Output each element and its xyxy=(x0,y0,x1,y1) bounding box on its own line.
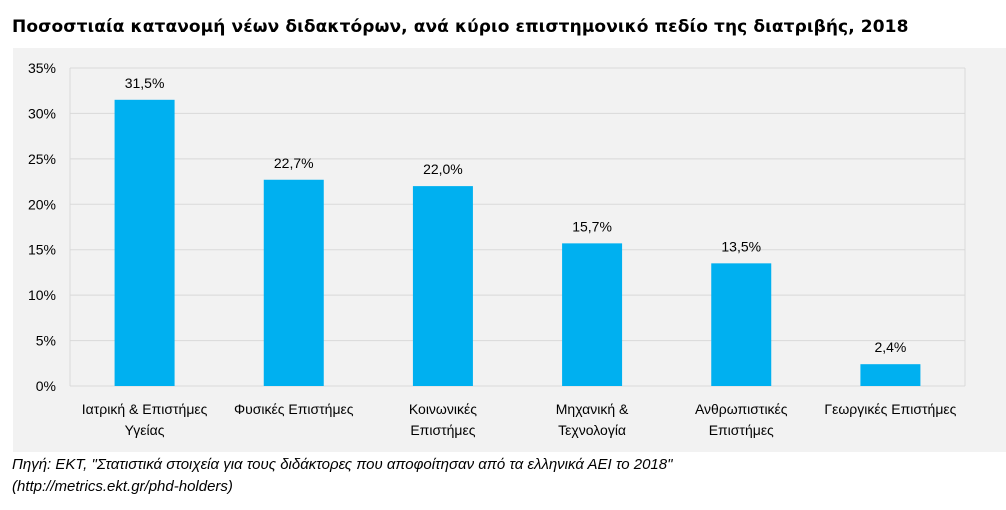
x-tick-label: Φυσικές Επιστήμες xyxy=(234,401,354,417)
bar xyxy=(412,186,473,386)
data-label: 15,7% xyxy=(572,218,612,234)
source-caption: Πηγή: ΕΚΤ, "Στατιστικά στοιχεία για τους… xyxy=(12,456,673,473)
x-tick-label: Κοινωνικές xyxy=(409,401,477,417)
x-tick-label: Γεωργικές Επιστήμες xyxy=(824,401,956,417)
source-url: (http://metrics.ekt.gr/phd-holders) xyxy=(12,478,233,495)
chart-title: Ποσοστιαία κατανομή νέων διδακτόρων, ανά… xyxy=(12,17,909,37)
bar xyxy=(860,364,921,386)
y-tick-label: 15% xyxy=(28,242,56,258)
x-tick-label: Μηχανική & xyxy=(556,401,629,417)
bar xyxy=(114,99,175,387)
x-tick-label: Υγείας xyxy=(125,422,165,438)
y-tick-label: 10% xyxy=(28,287,56,303)
y-tick-label: 20% xyxy=(28,196,56,212)
y-tick-label: 25% xyxy=(28,151,56,167)
x-tick-label: Ανθρωπιστικές xyxy=(695,401,788,417)
data-label: 13,5% xyxy=(721,238,761,254)
x-tick-label: Επιστήμες xyxy=(410,422,475,438)
y-tick-label: 35% xyxy=(28,60,56,76)
x-tick-label: Επιστήμες xyxy=(709,422,774,438)
x-tick-label: Ιατρική & Επιστήμες xyxy=(82,401,208,417)
x-tick-label: Τεχνολογία xyxy=(558,422,626,438)
bar xyxy=(711,263,772,386)
data-label: 31,5% xyxy=(125,75,165,91)
data-label: 2,4% xyxy=(874,339,906,355)
y-tick-label: 5% xyxy=(36,333,56,349)
bar xyxy=(263,179,324,386)
data-label: 22,7% xyxy=(274,155,314,171)
y-tick-label: 30% xyxy=(28,105,56,121)
y-tick-label: 0% xyxy=(36,378,56,394)
data-label: 22,0% xyxy=(423,161,463,177)
bar xyxy=(562,243,623,386)
